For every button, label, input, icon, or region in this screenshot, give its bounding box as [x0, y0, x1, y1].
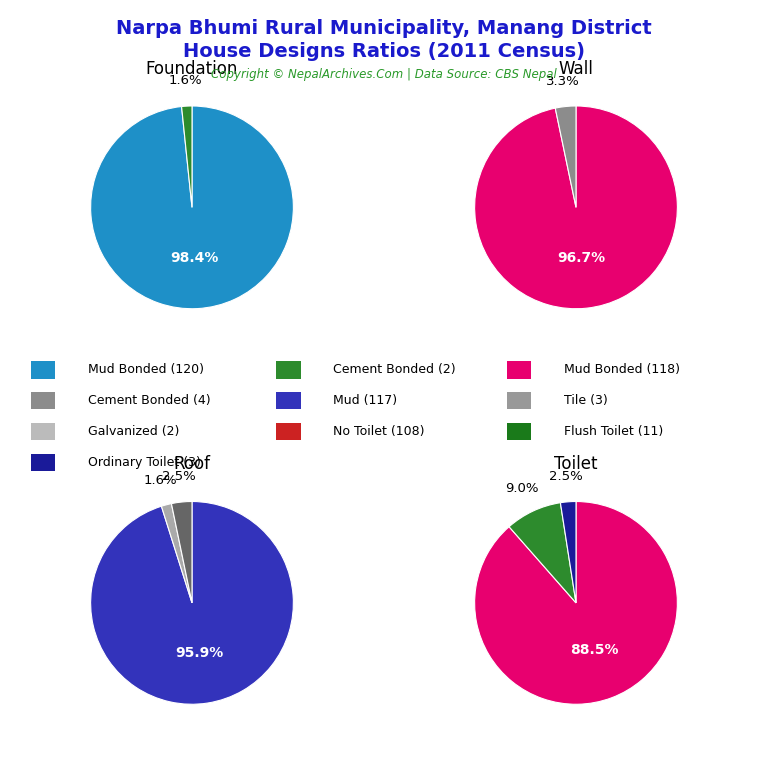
- Title: Wall: Wall: [558, 60, 594, 78]
- Text: 95.9%: 95.9%: [176, 646, 223, 660]
- Text: Narpa Bhumi Rural Municipality, Manang District: Narpa Bhumi Rural Municipality, Manang D…: [116, 19, 652, 38]
- Wedge shape: [561, 502, 576, 603]
- Bar: [31, 392, 55, 409]
- Wedge shape: [161, 504, 192, 603]
- Title: Roof: Roof: [174, 455, 210, 473]
- Text: Mud (117): Mud (117): [333, 394, 397, 407]
- Text: 2.5%: 2.5%: [549, 470, 583, 483]
- Title: Toilet: Toilet: [554, 455, 598, 473]
- Text: Cement Bonded (2): Cement Bonded (2): [333, 363, 456, 376]
- Wedge shape: [181, 106, 192, 207]
- Text: 96.7%: 96.7%: [557, 251, 605, 265]
- Bar: [507, 423, 531, 440]
- Text: Flush Toilet (11): Flush Toilet (11): [564, 425, 663, 438]
- Wedge shape: [475, 502, 677, 704]
- Bar: [31, 361, 55, 379]
- Bar: [507, 392, 531, 409]
- Text: 2.5%: 2.5%: [162, 470, 196, 483]
- Text: Copyright © NepalArchives.Com | Data Source: CBS Nepal: Copyright © NepalArchives.Com | Data Sou…: [211, 68, 557, 81]
- Wedge shape: [91, 502, 293, 704]
- Text: Cement Bonded (4): Cement Bonded (4): [88, 394, 210, 407]
- Text: Tile (3): Tile (3): [564, 394, 607, 407]
- Bar: [276, 392, 301, 409]
- Text: 1.6%: 1.6%: [169, 74, 202, 88]
- Wedge shape: [509, 503, 576, 603]
- Text: 3.3%: 3.3%: [546, 74, 580, 88]
- Text: 1.6%: 1.6%: [143, 474, 177, 487]
- Text: 98.4%: 98.4%: [170, 251, 219, 265]
- Wedge shape: [555, 106, 576, 207]
- Bar: [31, 454, 55, 472]
- Bar: [276, 423, 301, 440]
- Title: Foundation: Foundation: [146, 60, 238, 78]
- Wedge shape: [475, 106, 677, 309]
- Wedge shape: [171, 502, 192, 603]
- Text: House Designs Ratios (2011 Census): House Designs Ratios (2011 Census): [183, 42, 585, 61]
- Bar: [31, 423, 55, 440]
- Text: 9.0%: 9.0%: [505, 482, 539, 495]
- Text: No Toilet (108): No Toilet (108): [333, 425, 425, 438]
- Text: Mud Bonded (120): Mud Bonded (120): [88, 363, 204, 376]
- Wedge shape: [91, 106, 293, 309]
- Text: Galvanized (2): Galvanized (2): [88, 425, 179, 438]
- Text: Ordinary Toilet (3): Ordinary Toilet (3): [88, 456, 200, 469]
- Bar: [276, 361, 301, 379]
- Bar: [507, 361, 531, 379]
- Text: Mud Bonded (118): Mud Bonded (118): [564, 363, 680, 376]
- Text: 88.5%: 88.5%: [570, 644, 618, 657]
